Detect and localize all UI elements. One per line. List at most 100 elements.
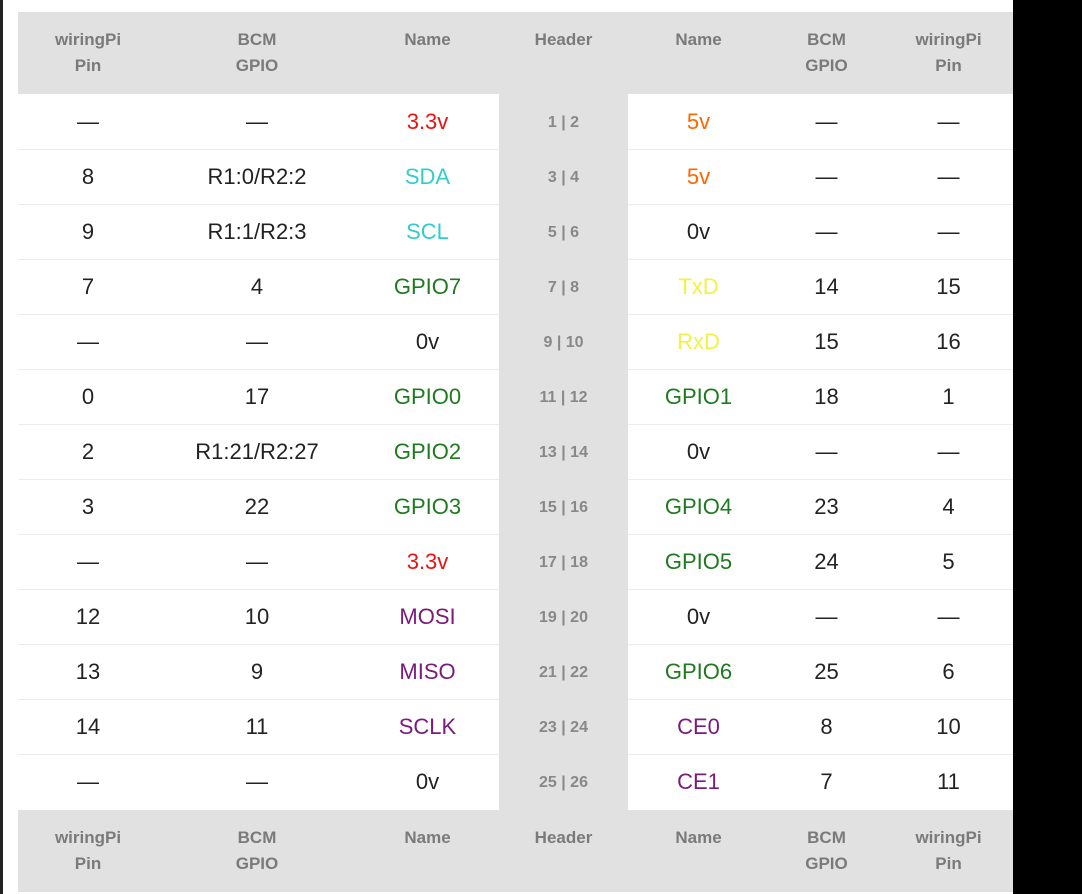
pin-name-right-cell: GPIO5 xyxy=(664,549,733,574)
top-header-header: Header xyxy=(499,12,628,94)
row-divider xyxy=(18,259,499,260)
pin-name-left-cell: SCLK xyxy=(398,714,457,739)
header-label-line: Header xyxy=(534,30,593,49)
pin-name-right-cell: 0v xyxy=(686,439,711,464)
bottom-header-header: Header xyxy=(499,810,628,892)
header-pins-cell: 7 | 8 xyxy=(547,279,580,296)
bcm-gpio-right-cell: — xyxy=(815,109,838,134)
wiringpi-pin-left-cell: 8 xyxy=(81,164,95,189)
row-divider xyxy=(628,369,1013,370)
bottom-header-bcm-gpio-left: BCM GPIO xyxy=(158,810,356,892)
wiringpi-pin-right-cell: 5 xyxy=(942,549,955,574)
row-divider xyxy=(628,479,1013,480)
pin-name-left-cell: GPIO2 xyxy=(393,439,462,464)
wiringpi-pin-right-cell: 6 xyxy=(942,659,955,684)
table-header-top: wiringPi Pin BCM GPIO Name Header Name BCM GPIO w… xyxy=(18,12,1013,94)
pin-name-right-cell: TxD xyxy=(678,274,719,299)
header-pins-cell: 15 | 16 xyxy=(539,499,588,516)
bcm-gpio-left-cell: — xyxy=(246,549,268,574)
bcm-gpio-right-cell: — xyxy=(815,219,838,244)
bcm-gpio-left-cell: 17 xyxy=(244,384,270,409)
header-pins-cell: 21 | 22 xyxy=(539,664,588,681)
row-divider xyxy=(18,644,499,645)
wiringpi-pin-right-cell: 4 xyxy=(942,494,955,519)
header-label-line: Pin xyxy=(74,56,102,75)
row-divider xyxy=(18,699,499,700)
header-label-line: Pin xyxy=(74,854,102,873)
table-row: 13 9 MISO 21 | 22 GPIO6 25 6 xyxy=(18,644,1013,699)
bcm-gpio-left-cell: — xyxy=(246,329,268,354)
bcm-gpio-right-cell: — xyxy=(815,439,838,464)
row-divider xyxy=(628,589,1013,590)
top-header-wiringpi-pin-right: wiringPi Pin xyxy=(884,12,1013,94)
wiringpi-pin-right-cell: 11 xyxy=(937,769,960,794)
wiringpi-pin-right-cell: 15 xyxy=(936,274,961,299)
top-header-name-left: Name xyxy=(356,12,499,94)
header-label-line xyxy=(628,53,769,79)
bcm-gpio-right-cell: — xyxy=(815,164,838,189)
wiringpi-pin-right-cell: — xyxy=(937,109,960,134)
pin-name-left-cell: GPIO0 xyxy=(393,384,462,409)
pin-name-left-cell: GPIO7 xyxy=(393,274,462,299)
pin-name-right-cell: RxD xyxy=(677,329,720,354)
header-label-line: Name xyxy=(404,828,451,847)
header-column-band xyxy=(499,94,628,810)
top-header-name-right: Name xyxy=(628,12,769,94)
page-left-edge xyxy=(0,0,3,894)
header-label-line: Name xyxy=(675,30,722,49)
row-divider xyxy=(18,369,499,370)
row-divider xyxy=(18,479,499,480)
bottom-header-bcm-gpio-right: BCM GPIO xyxy=(769,810,884,892)
bottom-header-name-right: Name xyxy=(628,810,769,892)
wiringpi-pin-left-cell: 13 xyxy=(75,659,101,684)
wiringpi-pin-right-cell: — xyxy=(937,219,960,244)
bottom-header-wiringpi-pin-left: wiringPi Pin xyxy=(18,810,158,892)
bcm-gpio-left-cell: — xyxy=(246,769,268,794)
bcm-gpio-right-cell: 7 xyxy=(820,769,833,794)
pin-name-right-cell: GPIO1 xyxy=(664,384,733,409)
bcm-gpio-left-cell: 4 xyxy=(250,274,264,299)
wiringpi-pin-left-cell: 2 xyxy=(81,439,95,464)
pin-name-right-cell: CE0 xyxy=(677,714,720,739)
wiringpi-pin-right-cell: — xyxy=(937,604,960,629)
header-label-line: wiringPi xyxy=(915,30,982,49)
row-divider xyxy=(18,754,499,755)
header-label-line: BCM xyxy=(237,828,277,847)
header-label-line: GPIO xyxy=(235,854,279,873)
bottom-header-name-left: Name xyxy=(356,810,499,892)
row-divider xyxy=(628,754,1013,755)
bcm-gpio-right-cell: 23 xyxy=(814,494,839,519)
header-pins-cell: 3 | 4 xyxy=(547,169,580,186)
header-label-line: wiringPi xyxy=(915,828,982,847)
header-label-line xyxy=(356,53,499,79)
table-row: 2 R1:21/R2:27 GPIO2 13 | 14 0v — — xyxy=(18,424,1013,479)
bcm-gpio-left-cell: R1:1/R2:3 xyxy=(207,219,307,244)
bcm-gpio-right-cell: — xyxy=(815,604,838,629)
header-label-line xyxy=(356,851,499,877)
pin-name-right-cell: 0v xyxy=(686,219,711,244)
header-label-line: Header xyxy=(534,828,593,847)
header-label-line xyxy=(499,851,628,877)
header-label-line: Name xyxy=(404,30,451,49)
header-label-line: GPIO xyxy=(805,56,848,75)
header-label-line xyxy=(628,851,769,877)
wiringpi-pin-left-cell: — xyxy=(77,109,99,134)
row-divider xyxy=(18,149,499,150)
row-divider xyxy=(18,534,499,535)
table-row: — — 3.3v 17 | 18 GPIO5 24 5 xyxy=(18,534,1013,589)
pin-name-left-cell: 3.3v xyxy=(406,109,449,134)
row-divider xyxy=(628,149,1013,150)
header-label-line: BCM xyxy=(807,828,846,847)
pinout-page: wiringPi Pin BCM GPIO Name Header Name BCM GPIO w… xyxy=(0,0,1013,894)
bcm-gpio-left-cell: 9 xyxy=(250,659,264,684)
header-label-line: Pin xyxy=(935,56,962,75)
row-divider xyxy=(18,424,499,425)
pin-name-left-cell: 0v xyxy=(415,329,440,354)
row-divider xyxy=(18,204,499,205)
header-pins-cell: 11 | 12 xyxy=(539,389,588,406)
header-pins-cell: 23 | 24 xyxy=(539,719,588,736)
pin-name-left-cell: GPIO3 xyxy=(393,494,462,519)
row-divider xyxy=(628,699,1013,700)
row-divider xyxy=(628,534,1013,535)
bcm-gpio-right-cell: 15 xyxy=(814,329,839,354)
